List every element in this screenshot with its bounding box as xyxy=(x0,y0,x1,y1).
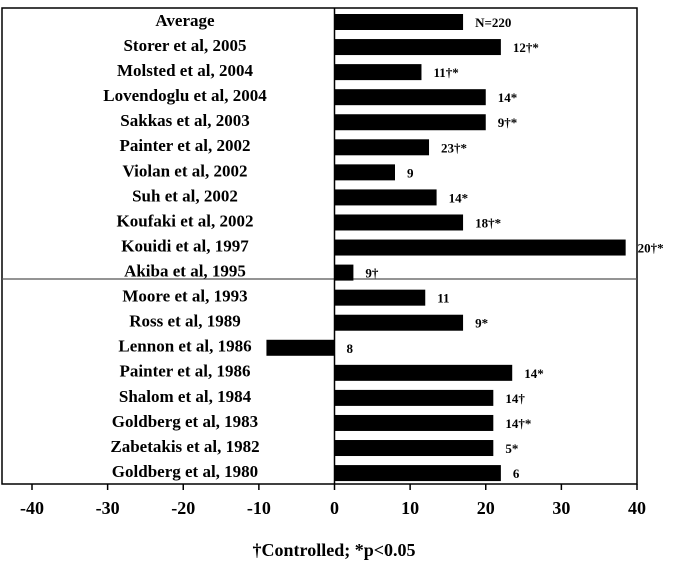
category-label: Lovendoglu et al, 2004 xyxy=(103,86,267,105)
category-label: Shalom et al, 1984 xyxy=(119,387,252,406)
category-label: Painter et al, 1986 xyxy=(120,362,251,381)
annotation: 6 xyxy=(513,466,520,481)
annotation: N=220 xyxy=(475,15,511,30)
annotation: 12†* xyxy=(513,40,539,55)
category-label: Lennon et al, 1986 xyxy=(118,337,251,356)
x-tick-label: 0 xyxy=(330,498,339,518)
x-axis-label: †Controlled; *p<0.05 xyxy=(253,540,416,560)
bar xyxy=(334,14,464,30)
annotation: 9†* xyxy=(498,115,518,130)
annotation: 11 xyxy=(437,291,449,306)
annotation: 9† xyxy=(365,266,379,281)
bar xyxy=(334,289,426,306)
category-label: Goldberg et al, 1983 xyxy=(112,412,258,431)
category-label: Painter et al, 2002 xyxy=(120,136,251,155)
annotation: 20†* xyxy=(638,241,664,256)
category-label: Storer et al, 2005 xyxy=(123,36,246,55)
x-tick-label: -20 xyxy=(171,498,195,518)
annotation: 11†* xyxy=(433,65,458,80)
category-label: Violan et al, 2002 xyxy=(123,161,248,180)
annotation: 23†* xyxy=(441,140,467,155)
category-label: Goldberg et al, 1980 xyxy=(112,462,258,481)
bar xyxy=(334,139,430,156)
bar xyxy=(334,239,626,256)
x-tick-label: 30 xyxy=(552,498,570,518)
bar xyxy=(334,364,513,381)
bar xyxy=(334,164,395,181)
x-tick-label: -30 xyxy=(96,498,120,518)
frame xyxy=(1,7,638,485)
x-tick-label: -40 xyxy=(20,498,44,518)
annotation: 14* xyxy=(449,190,469,205)
bar xyxy=(334,89,486,106)
bar xyxy=(334,465,501,482)
annotation: 9* xyxy=(475,316,488,331)
bar xyxy=(334,264,354,281)
category-label: Average xyxy=(155,11,215,30)
category-label: Moore et al, 1993 xyxy=(122,287,247,306)
annotation: 5* xyxy=(505,441,518,456)
bar xyxy=(334,114,486,131)
annotation: 8 xyxy=(347,341,354,356)
annotation: 9 xyxy=(407,165,414,180)
category-label: Akiba et al, 1995 xyxy=(124,262,246,281)
category-label: Sakkas et al, 2003 xyxy=(120,111,249,130)
x-tick-label: 10 xyxy=(401,498,419,518)
bar xyxy=(334,214,464,231)
category-label: Ross et al, 1989 xyxy=(129,312,240,331)
category-label: Zabetakis et al, 1982 xyxy=(110,437,259,456)
x-tick-label: 20 xyxy=(477,498,495,518)
x-tick-label: -10 xyxy=(247,498,271,518)
bar xyxy=(334,39,501,56)
annotation: 14†* xyxy=(505,416,531,431)
bar xyxy=(334,314,464,331)
annotation: 14† xyxy=(505,391,525,406)
annotation: 14* xyxy=(498,90,518,105)
annotation: 18†* xyxy=(475,215,501,230)
category-label: Molsted et al, 2004 xyxy=(117,61,253,80)
bar xyxy=(334,414,494,431)
bar xyxy=(334,189,437,206)
bar xyxy=(334,64,422,81)
bar xyxy=(334,440,494,457)
annotation: 14* xyxy=(524,366,544,381)
category-label: Koufaki et al, 2002 xyxy=(117,211,254,230)
category-label: Suh et al, 2002 xyxy=(132,186,238,205)
x-tick-label: 40 xyxy=(628,498,646,518)
bar xyxy=(266,339,335,356)
bar xyxy=(334,389,494,406)
category-label: Kouidi et al, 1997 xyxy=(121,236,249,255)
